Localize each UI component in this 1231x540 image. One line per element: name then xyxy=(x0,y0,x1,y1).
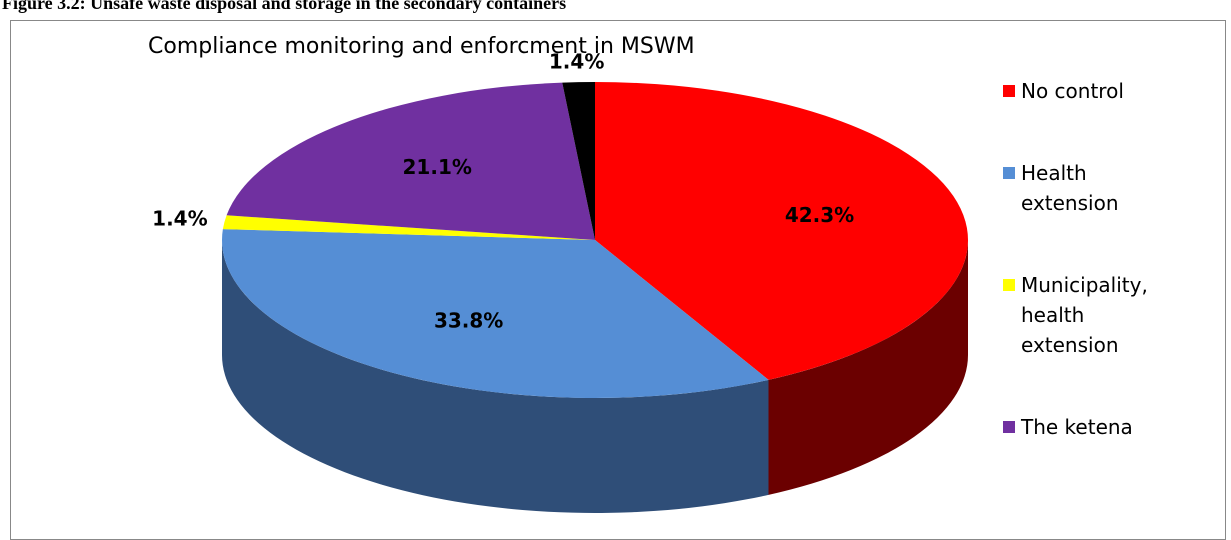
legend: No control Health extension Municipality, … xyxy=(1003,76,1153,494)
slice xyxy=(595,82,968,380)
data-label: 21.1% xyxy=(403,155,472,179)
legend-item: No control xyxy=(1003,76,1153,106)
data-label: 1.4% xyxy=(152,207,207,231)
legend-label: The ketena xyxy=(1021,415,1133,439)
legend-swatch xyxy=(1003,85,1015,97)
chart-title: Compliance monitoring and enforcment in … xyxy=(148,34,695,59)
slice xyxy=(562,82,595,240)
legend-item: The ketena xyxy=(1003,412,1153,442)
legend-item: Health extension xyxy=(1003,158,1153,218)
slice xyxy=(222,229,769,398)
legend-label: Municipality, health extension xyxy=(1021,273,1148,357)
legend-label: No control xyxy=(1021,79,1124,103)
figure-caption: Figure 3.2: Unsafe waste disposal and st… xyxy=(2,0,567,13)
slice-side xyxy=(768,240,968,495)
legend-label: Health extension xyxy=(1021,161,1119,215)
data-label: 42.3% xyxy=(785,203,854,227)
slice xyxy=(226,82,595,240)
data-label: 33.8% xyxy=(434,309,503,333)
legend-swatch xyxy=(1003,167,1015,179)
slice-side xyxy=(222,240,769,513)
data-label: 1.4% xyxy=(549,50,604,74)
slice xyxy=(222,215,595,240)
legend-swatch xyxy=(1003,421,1015,433)
legend-item: Municipality, health extension xyxy=(1003,270,1153,360)
legend-swatch xyxy=(1003,279,1015,291)
